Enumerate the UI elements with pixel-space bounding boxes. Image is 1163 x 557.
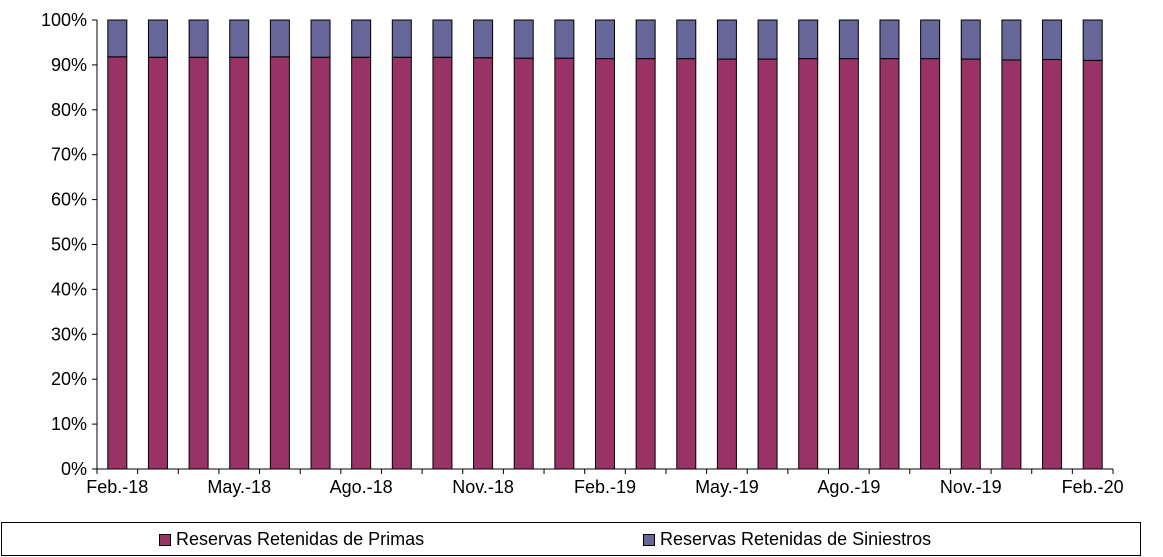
y-tick-label: 100% xyxy=(41,10,87,30)
x-tick-label: Ago.-18 xyxy=(330,477,393,497)
bar-siniestros xyxy=(554,19,575,59)
bar-siniestros xyxy=(879,19,900,60)
y-tick-label: 0% xyxy=(61,459,87,479)
bar-siniestros xyxy=(676,19,697,60)
bar-siniestros xyxy=(960,19,981,60)
bar-siniestros xyxy=(635,19,656,60)
bar-primas xyxy=(269,56,290,470)
x-tick-label: Feb.-19 xyxy=(574,477,636,497)
bar-siniestros xyxy=(1082,19,1103,61)
y-tick-label: 30% xyxy=(51,324,87,344)
bar-siniestros xyxy=(391,19,412,58)
x-tick-label: Nov.-19 xyxy=(940,477,1002,497)
bar-primas xyxy=(757,58,778,470)
legend-item-primas: Reservas Retenidas de Primas xyxy=(159,529,424,550)
stacked-bar-chart: 0% 10% 20% 30% 40% 50% 60% 70% 80% 90% 100% Feb.-18… xyxy=(41,10,1124,497)
bar-primas xyxy=(432,56,453,470)
bar-siniestros xyxy=(351,19,372,58)
bar-primas xyxy=(107,56,128,470)
bar-siniestros xyxy=(473,19,494,59)
bar-primas xyxy=(1001,59,1022,470)
y-tick-label: 60% xyxy=(51,190,87,210)
legend: Reservas Retenidas de Primas Reservas Re… xyxy=(1,522,1141,556)
bar-primas xyxy=(554,57,575,470)
y-tick-label: 40% xyxy=(51,279,87,299)
x-tick-label: May.-19 xyxy=(695,477,759,497)
x-tick-label: Feb.-18 xyxy=(86,477,148,497)
bar-primas xyxy=(920,58,941,470)
bar-primas xyxy=(960,58,981,470)
bar-primas xyxy=(188,56,209,470)
bar-primas xyxy=(1082,59,1103,470)
y-tick-label: 90% xyxy=(51,55,87,75)
x-tick-label: Feb.-20 xyxy=(1062,477,1124,497)
bar-siniestros xyxy=(1042,19,1063,61)
y-tick-label: 50% xyxy=(51,235,87,255)
bar-siniestros xyxy=(432,19,453,58)
bar-primas xyxy=(838,58,859,470)
bar-primas xyxy=(595,58,615,470)
bar-siniestros xyxy=(188,19,209,58)
y-tick-label: 70% xyxy=(51,145,87,165)
legend-swatch-siniestros xyxy=(643,533,655,546)
x-tick-label: Ago.-19 xyxy=(817,477,880,497)
bar-primas xyxy=(716,58,737,470)
bar-primas xyxy=(310,56,331,470)
legend-label-siniestros: Reservas Retenidas de Siniestros xyxy=(660,529,932,549)
bar-primas xyxy=(879,58,900,470)
bar-siniestros xyxy=(716,19,737,60)
y-tick-label: 10% xyxy=(51,414,87,434)
bar-siniestros xyxy=(147,19,168,58)
bar-primas xyxy=(351,56,372,470)
bar-siniestros xyxy=(1001,19,1022,61)
bar-siniestros xyxy=(595,19,615,60)
legend-swatch-primas xyxy=(159,533,171,546)
bar-primas xyxy=(1042,59,1063,470)
y-tick-label: 80% xyxy=(51,100,87,120)
bar-primas xyxy=(798,58,819,470)
bar-primas xyxy=(473,57,494,470)
bar-primas xyxy=(635,58,656,470)
bar-siniestros xyxy=(757,19,778,60)
bar-siniestros xyxy=(920,19,941,60)
legend-item-siniestros: Reservas Retenidas de Siniestros xyxy=(643,529,931,550)
bar-siniestros xyxy=(310,19,331,58)
legend-label-primas: Reservas Retenidas de Primas xyxy=(176,529,425,549)
bar-siniestros xyxy=(798,19,819,60)
bar-siniestros xyxy=(269,19,290,58)
bar-primas xyxy=(513,57,534,470)
x-tick-label: May.-18 xyxy=(207,477,271,497)
y-tick-label: 20% xyxy=(51,369,87,389)
bar-primas xyxy=(676,58,697,470)
bar-siniestros xyxy=(229,19,250,58)
bar-primas xyxy=(147,56,168,470)
x-tick-label: Nov.-18 xyxy=(452,477,514,497)
bar-primas xyxy=(391,56,412,470)
bar-primas xyxy=(229,56,250,470)
bar-siniestros xyxy=(513,19,534,59)
bar-siniestros xyxy=(107,19,128,58)
bar-siniestros xyxy=(838,19,859,60)
